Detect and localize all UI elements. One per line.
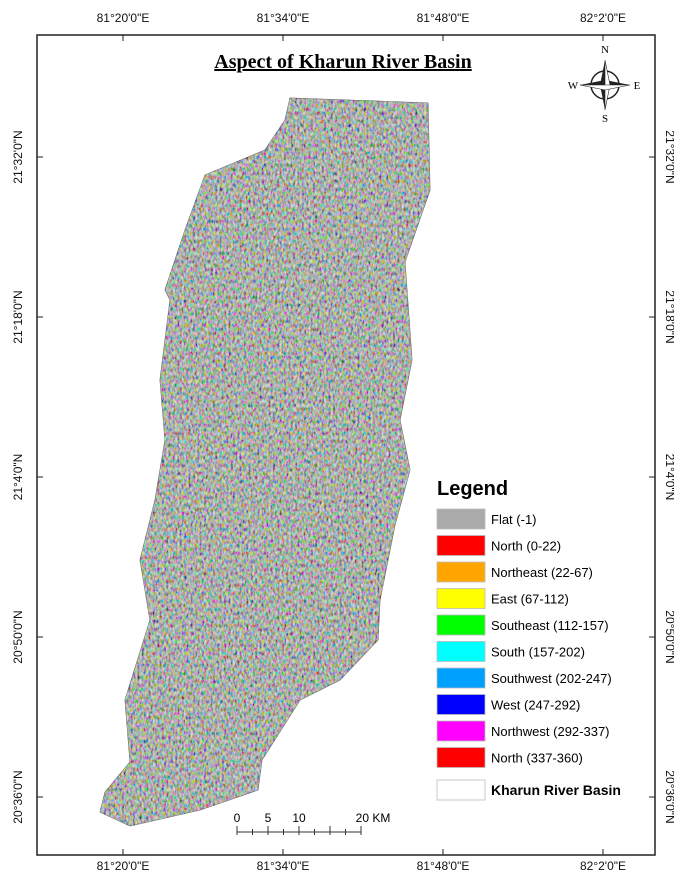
- longitude-label-top: 81°34'0"E: [257, 11, 310, 25]
- latitude-label-right: 21°4'0"N: [663, 454, 674, 501]
- compass-e: E: [634, 80, 641, 92]
- longitude-label-bottom: 81°20'0"E: [97, 859, 150, 873]
- legend-label: East (67-112): [491, 592, 569, 607]
- latitude-label-left: 20°50'0"N: [11, 610, 25, 663]
- latitude-label-right: 21°32'0"N: [663, 130, 674, 183]
- legend-label: Northwest (292-337): [491, 724, 610, 739]
- compass-s: S: [602, 113, 608, 125]
- longitude-label-top: 81°48'0"E: [417, 11, 470, 25]
- legend-label: Flat (-1): [491, 512, 537, 527]
- legend-title: Legend: [437, 478, 508, 500]
- longitude-label-bottom: 81°48'0"E: [417, 859, 470, 873]
- latitude-label-right: 21°18'0"N: [663, 290, 674, 343]
- legend-swatch: [437, 509, 485, 529]
- legend-swatch: [437, 589, 485, 609]
- legend-swatch: [437, 642, 485, 662]
- legend-swatch: [437, 536, 485, 556]
- legend-label: Southwest (202-247): [491, 671, 612, 686]
- legend-swatch: [437, 668, 485, 688]
- latitude-label-right: 20°50'0"N: [663, 610, 674, 663]
- legend-label: North (337-360): [491, 751, 583, 766]
- legend-label: Southeast (112-157): [491, 618, 609, 633]
- legend-swatch: [437, 721, 485, 741]
- latitude-label-right: 20°36'0"N: [663, 770, 674, 823]
- latitude-label-left: 20°36'0"N: [11, 770, 25, 823]
- legend-label: North (0-22): [491, 539, 561, 554]
- longitude-label-bottom: 81°34'0"E: [257, 859, 310, 873]
- legend-label: South (157-202): [491, 645, 585, 660]
- map-title: Aspect of Kharun River Basin: [214, 51, 471, 73]
- latitude-label-left: 21°18'0"N: [11, 290, 25, 343]
- scale-label: 5: [265, 811, 272, 825]
- legend-swatch: [437, 780, 485, 800]
- legend-label: Kharun River Basin: [491, 782, 621, 798]
- longitude-label-top: 81°20'0"E: [97, 11, 150, 25]
- map-figure: Aspect of Kharun River Basin N E S W Leg…: [0, 0, 674, 875]
- longitude-label-bottom: 82°2'0"E: [580, 859, 626, 873]
- legend-swatch: [437, 695, 485, 715]
- compass-n: N: [601, 44, 609, 56]
- legend-label: West (247-292): [491, 698, 580, 713]
- scale-label: 10: [292, 811, 306, 825]
- scale-label: 0: [234, 811, 241, 825]
- legend-swatch: [437, 562, 485, 582]
- legend-swatch: [437, 748, 485, 768]
- longitude-label-top: 82°2'0"E: [580, 11, 626, 25]
- latitude-label-left: 21°4'0"N: [11, 454, 25, 501]
- latitude-label-left: 21°32'0"N: [11, 130, 25, 183]
- legend-swatch: [437, 615, 485, 635]
- legend-label: Northeast (22-67): [491, 565, 593, 580]
- scale-label: 20 KM: [356, 811, 391, 825]
- compass-w: W: [568, 80, 579, 92]
